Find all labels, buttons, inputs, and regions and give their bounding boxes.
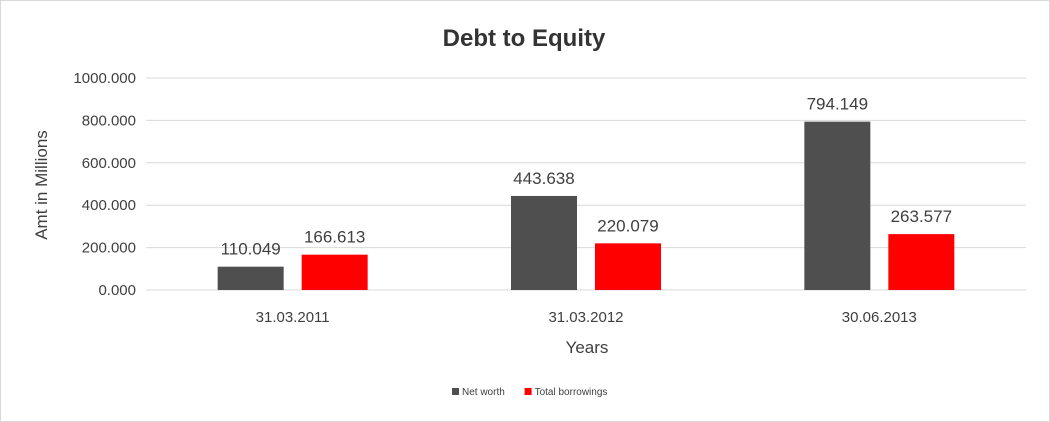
data-label: 220.079 [597,216,658,235]
data-label: 110.049 [221,240,281,259]
legend-swatch [524,388,532,395]
y-tick-label: 600.000 [82,155,136,172]
data-label: 794.149 [807,95,868,114]
y-tick-label: 200.000 [82,240,136,257]
y-axis-ticks: 0.000 200.000 400.000 600.000 800.000 1000.00… [73,70,136,299]
data-label: 166.613 [304,228,365,247]
bar-net-worth-1 [511,195,577,290]
gridlines [146,77,1026,291]
x-category-label: 31.03.2011 [256,309,330,326]
bars [217,121,955,290]
y-axis-label: Amt in Millions [32,130,51,240]
data-label: 443.638 [513,169,574,188]
x-category-label: 30.06.2013 [842,309,917,326]
y-tick-label: 1000.000 [73,70,136,87]
legend-label: Net worth [462,387,505,398]
bar-total-borrowings-2 [888,234,955,290]
y-tick-label: 0.000 [98,282,136,299]
x-category-label: 31.03.2012 [548,309,623,326]
x-axis-categories: 31.03.2011 31.03.2012 30.06.2013 [256,309,917,326]
legend-swatch [452,388,459,395]
data-labels: 110.049 166.613 443.638 220.079 794.149 263.5… [221,95,952,259]
legend: Net worth Total borrowings [452,387,607,398]
bar-net-worth-0 [217,266,284,290]
y-tick-label: 400.000 [82,197,136,214]
legend-label: Total borrowings [535,387,608,398]
y-tick-label: 800.000 [82,112,136,129]
x-axis-label: Years [566,338,609,357]
data-label: 263.577 [891,207,952,226]
bar-total-borrowings-0 [301,254,368,290]
bar-total-borrowings-1 [595,243,661,290]
chart-title: Debt to Equity [443,25,606,52]
bar-net-worth-2 [804,121,871,290]
